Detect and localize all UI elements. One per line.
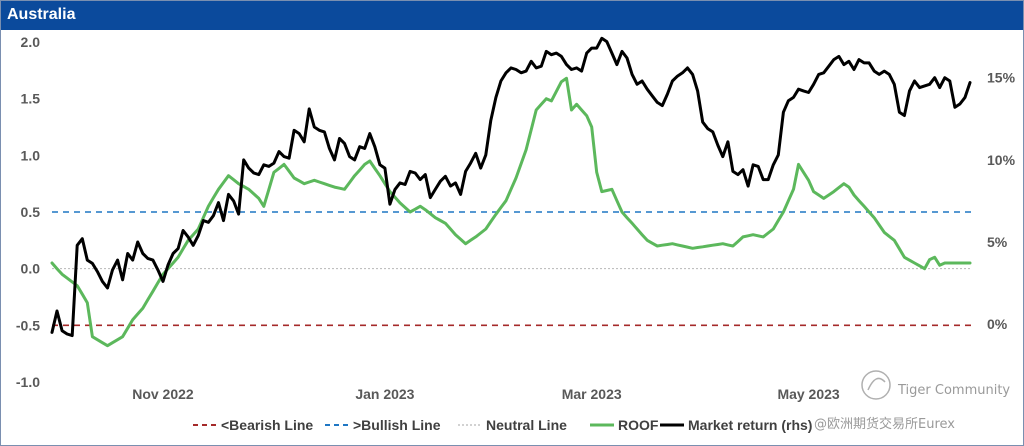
right-tick-label: 5% (987, 234, 1008, 250)
left-tick-label: 0.0 (21, 261, 41, 277)
legend-label: Market return (rhs) (688, 417, 812, 433)
legend: <Bearish Line >Bullish Line Neutral Line RO… (193, 417, 812, 433)
watermark: Tiger Community @欧洲期货交易所Eurex (814, 370, 1010, 432)
legend-label: <Bearish Line (221, 417, 313, 433)
left-tick-label: -1.0 (16, 374, 40, 390)
chart-title: Australia (7, 6, 76, 23)
x-tick-label: Jan 2023 (355, 386, 414, 402)
left-tick-label: 0.5 (21, 204, 41, 220)
reference-lines (52, 211, 972, 327)
series-line-0 (50, 76, 972, 348)
left-axis-ticks: 2.0 1.5 1.0 0.5 0.0 -0.5 -1.0 (16, 34, 40, 390)
legend-label: ROOF (618, 417, 659, 433)
legend-label: Neutral Line (486, 417, 567, 433)
watermark-handle: @欧洲期货交易所Eurex (814, 416, 955, 432)
left-tick-label: -0.5 (16, 317, 40, 333)
right-tick-label: 10% (987, 152, 1016, 168)
right-tick-label: 15% (987, 70, 1016, 86)
title-bar: Australia (1, 1, 1023, 30)
left-tick-label: 2.0 (21, 34, 41, 50)
watermark-brand: Tiger Community (897, 383, 1010, 398)
x-tick-label: Mar 2023 (562, 386, 622, 402)
right-axis-ticks: 15% 10% 5% 0% (987, 70, 1016, 332)
left-tick-label: 1.0 (21, 147, 41, 163)
x-tick-label: May 2023 (777, 386, 839, 402)
tiger-logo-icon (861, 370, 891, 400)
tiger-logo-stroke (867, 377, 886, 391)
left-tick-label: 1.5 (21, 91, 41, 107)
series-line-1 (50, 36, 972, 338)
x-axis-ticks: Nov 2022 Jan 2023 Mar 2023 May 2023 (132, 386, 840, 402)
x-tick-label: Nov 2022 (132, 386, 194, 402)
series-layer (50, 36, 972, 348)
legend-label: >Bullish Line (353, 417, 441, 433)
right-tick-label: 0% (987, 316, 1008, 332)
